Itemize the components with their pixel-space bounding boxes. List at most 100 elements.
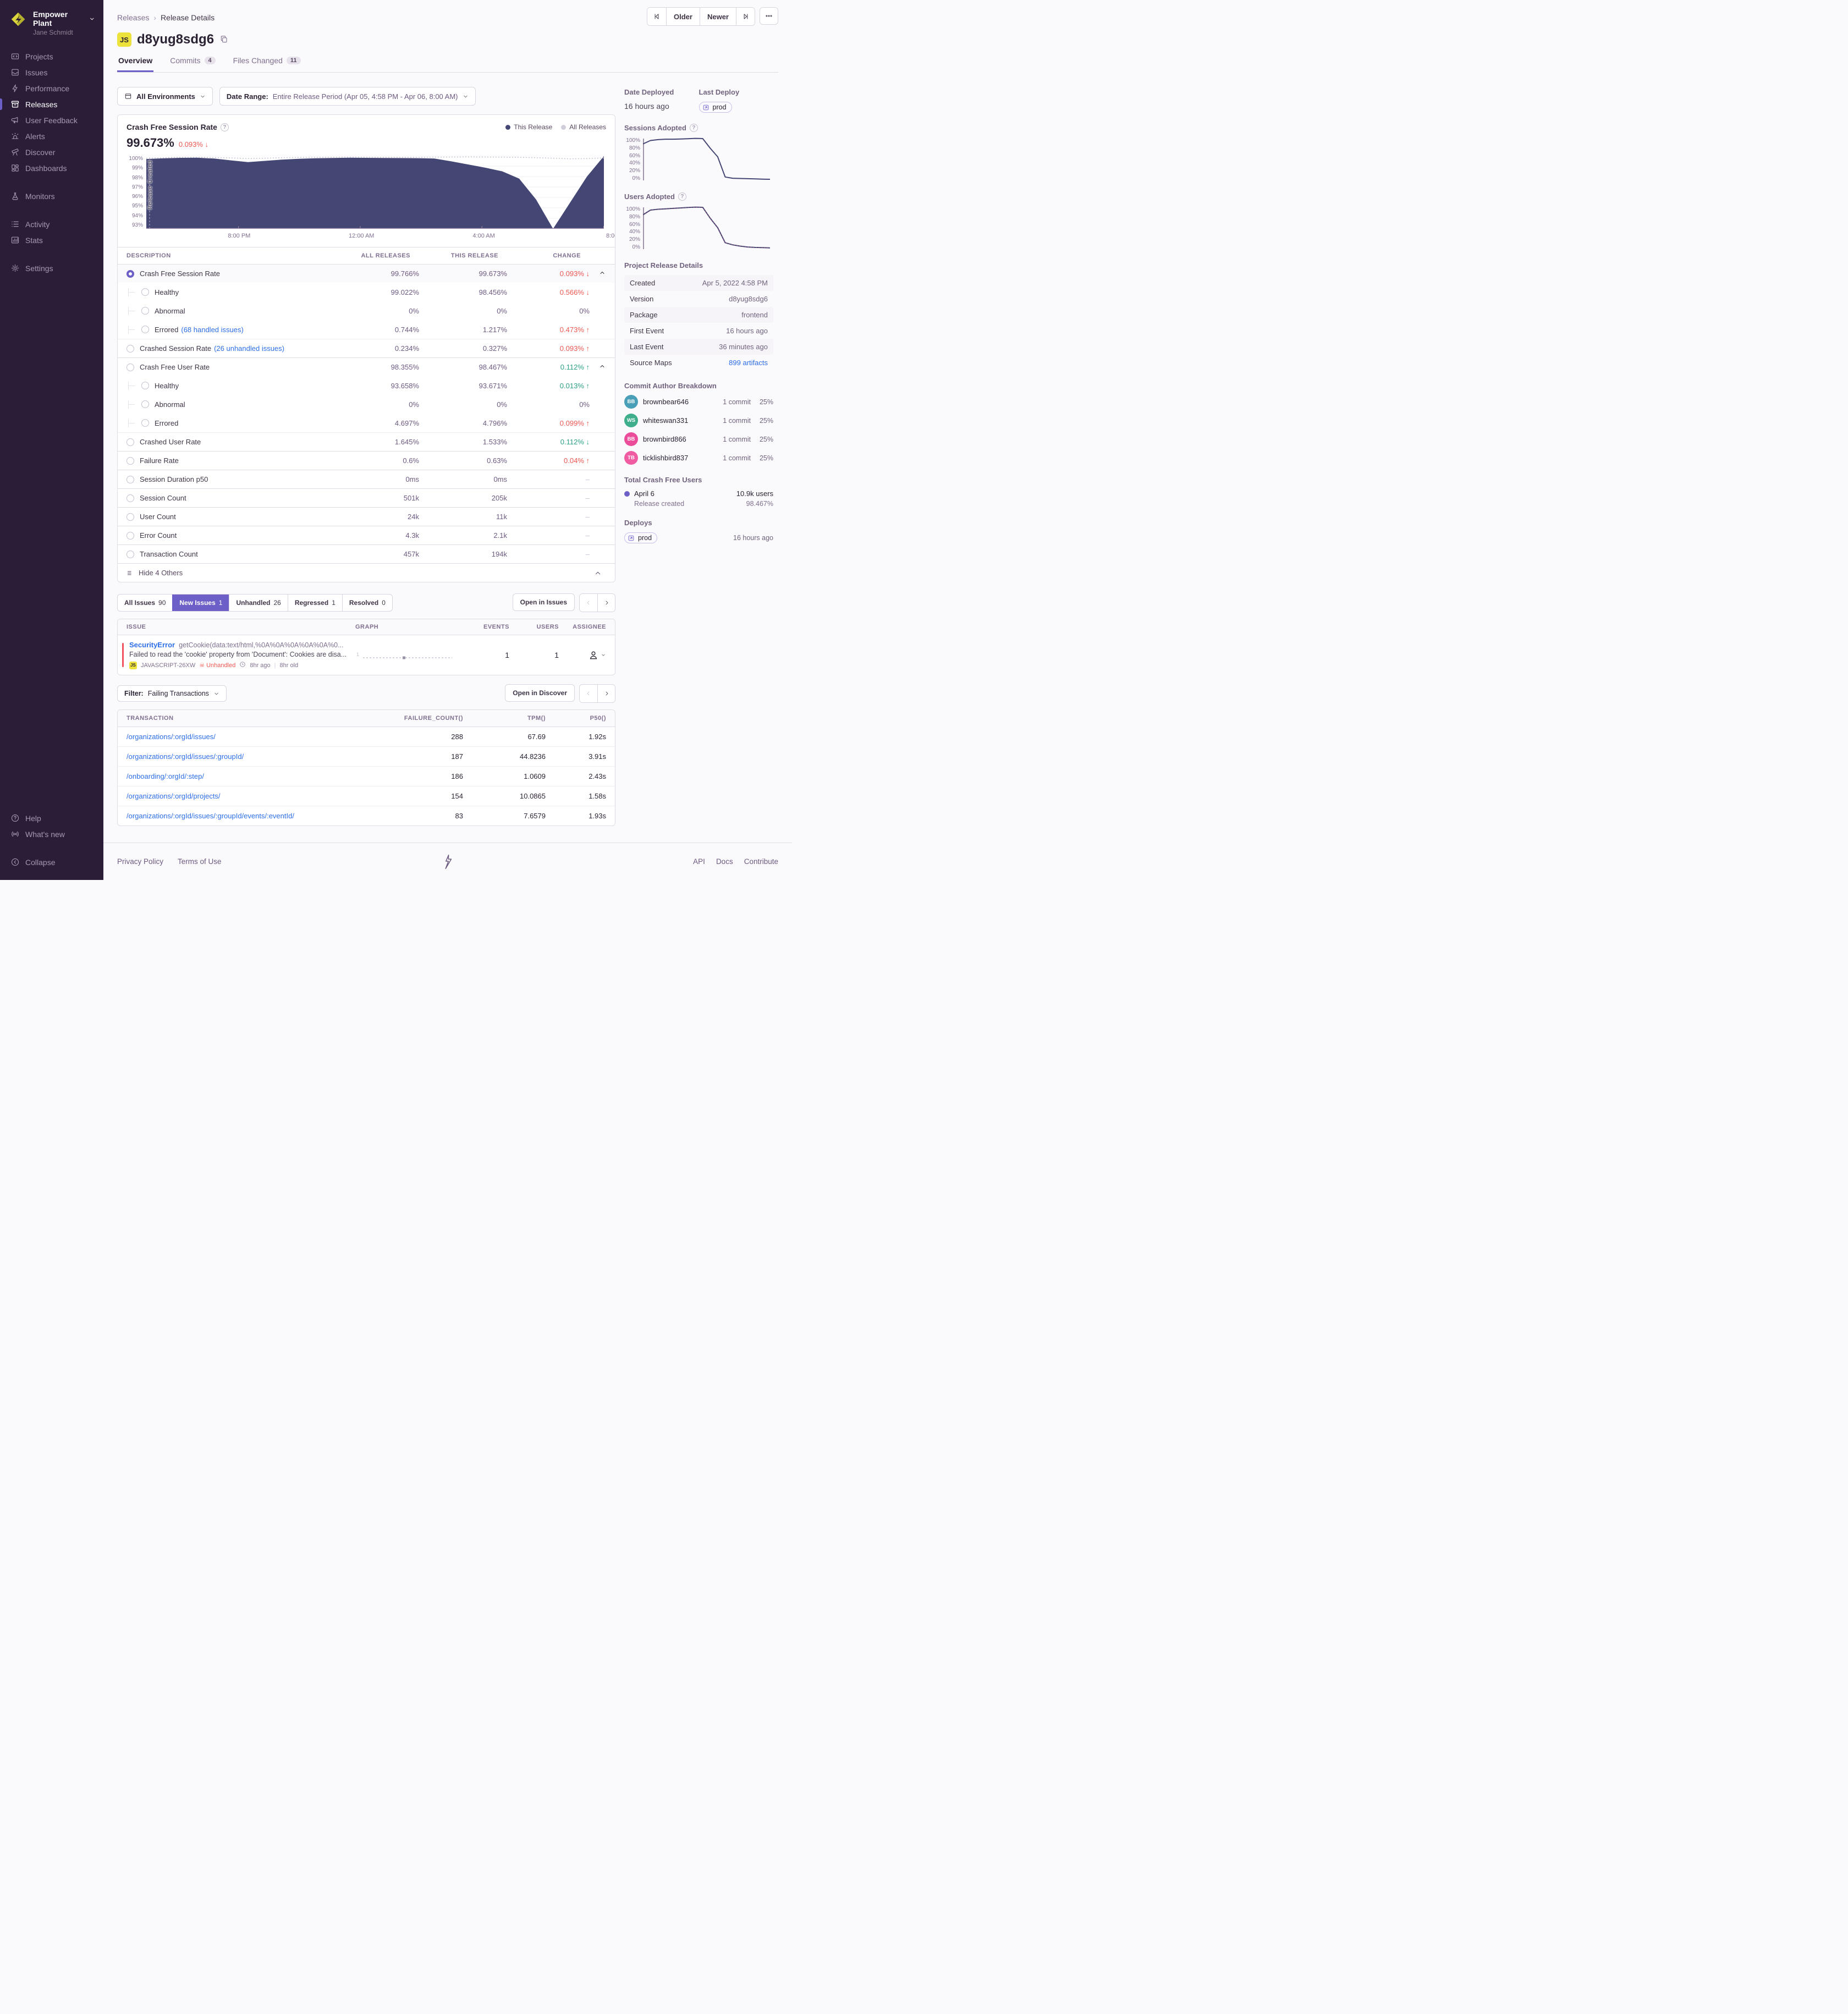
metric-row-failure-rate[interactable]: Failure Rate 0.6% 0.63% 0.04% ↑ bbox=[118, 451, 615, 470]
issues-tab-regressed[interactable]: Regressed 1 bbox=[287, 595, 342, 611]
metric-radio[interactable] bbox=[127, 344, 134, 353]
metric-row-abnormal[interactable]: Abnormal 0% 0% 0% bbox=[118, 395, 615, 414]
hide-others-toggle[interactable]: Hide 4 Others bbox=[118, 563, 615, 582]
chevron-up-icon[interactable] bbox=[599, 363, 606, 370]
tab-overview[interactable]: Overview bbox=[117, 56, 154, 72]
metric-radio[interactable] bbox=[127, 550, 134, 558]
breadcrumb-releases[interactable]: Releases bbox=[117, 13, 150, 22]
question-icon[interactable]: ? bbox=[678, 192, 686, 201]
metric-row-abnormal[interactable]: Abnormal 0% 0% 0% bbox=[118, 301, 615, 320]
sidebar-item-user-feedback[interactable]: User Feedback bbox=[0, 112, 103, 128]
newer-release-button[interactable]: Newer bbox=[699, 8, 736, 25]
copy-icon[interactable] bbox=[219, 35, 228, 45]
docs-link[interactable]: Docs bbox=[716, 857, 733, 866]
sidebar-item-what-s-new[interactable]: What's new bbox=[0, 826, 103, 842]
metric-radio[interactable] bbox=[127, 269, 134, 278]
transaction-link[interactable]: /onboarding/:orgId/:step/ bbox=[127, 772, 204, 780]
transaction-link[interactable]: /organizations/:orgId/projects/ bbox=[127, 792, 221, 800]
metric-row-user-count[interactable]: User Count 24k 11k – bbox=[118, 507, 615, 526]
older-release-button[interactable]: Older bbox=[666, 8, 700, 25]
environment-selector[interactable]: All Environments bbox=[117, 87, 213, 106]
sidebar-item-monitors[interactable]: Monitors bbox=[0, 188, 103, 204]
sidebar-item-discover[interactable]: Discover bbox=[0, 144, 103, 160]
tab-commits[interactable]: Commits 4 bbox=[169, 56, 216, 72]
oldest-release-button[interactable] bbox=[647, 8, 666, 25]
metric-row-crashed-user-rate[interactable]: Crashed User Rate 1.645% 1.533% 0.112% ↓ bbox=[118, 432, 615, 451]
transaction-link[interactable]: /organizations/:orgId/issues/:groupId/ bbox=[127, 752, 244, 761]
detail-row-source-maps: Source Maps 899 artifacts bbox=[630, 359, 768, 367]
sidebar-item-dashboards[interactable]: Dashboards bbox=[0, 160, 103, 176]
metric-row-errored[interactable]: Errored (68 handled issues) 0.744% 1.217% 0.… bbox=[118, 320, 615, 339]
metric-row-healthy[interactable]: Healthy 99.022% 98.456% 0.566% ↓ bbox=[118, 283, 615, 301]
metric-radio[interactable] bbox=[127, 438, 134, 446]
metric-row-crash-free-user-rate[interactable]: Crash Free User Rate 98.355% 98.467% 0.112%… bbox=[118, 357, 615, 376]
sidebar-item-activity[interactable]: Activity bbox=[0, 216, 103, 232]
issues-tab-resolved[interactable]: Resolved 0 bbox=[342, 595, 392, 611]
metric-radio[interactable] bbox=[141, 288, 149, 296]
open-in-issues-button[interactable]: Open in Issues bbox=[512, 593, 575, 611]
transaction-filter-selector[interactable]: Filter: Failing Transactions bbox=[117, 685, 227, 702]
issue-title-link[interactable]: SecurityError bbox=[129, 641, 175, 649]
transactions-prev-button[interactable] bbox=[580, 685, 597, 702]
metric-radio[interactable] bbox=[127, 363, 134, 371]
metric-row-errored[interactable]: Errored 4.697% 4.796% 0.099% ↑ bbox=[118, 414, 615, 432]
sparkline-label: 1 bbox=[356, 652, 359, 657]
sidebar-item-stats[interactable]: Stats bbox=[0, 232, 103, 248]
prod-deploy-pill[interactable]: prod bbox=[698, 102, 732, 113]
metric-row-error-count[interactable]: Error Count 4.3k 2.1k – bbox=[118, 526, 615, 544]
sidebar-item-issues[interactable]: Issues bbox=[0, 64, 103, 80]
tab-files-changed[interactable]: Files Changed 11 bbox=[232, 56, 302, 72]
metric-row-crashed-session-rate[interactable]: Crashed Session Rate (26 unhandled issues… bbox=[118, 339, 615, 357]
privacy-policy-link[interactable]: Privacy Policy bbox=[117, 857, 164, 866]
transaction-link[interactable]: /organizations/:orgId/issues/ bbox=[127, 733, 216, 741]
metric-row-transaction-count[interactable]: Transaction Count 457k 194k – bbox=[118, 544, 615, 563]
metric-radio[interactable] bbox=[127, 513, 134, 521]
assignee-selector[interactable] bbox=[559, 650, 606, 661]
transactions-next-button[interactable] bbox=[597, 685, 615, 702]
metric-radio[interactable] bbox=[141, 382, 149, 389]
issues-tab-new-issues[interactable]: New Issues 1 bbox=[172, 595, 229, 611]
sidebar-item-settings[interactable]: Settings bbox=[0, 260, 103, 276]
sidebar-item-projects[interactable]: Projects bbox=[0, 48, 103, 64]
sidebar-item-help[interactable]: Help bbox=[0, 810, 103, 826]
metric-row-healthy[interactable]: Healthy 93.658% 93.671% 0.013% ↑ bbox=[118, 376, 615, 395]
chevron-up-icon[interactable] bbox=[599, 269, 606, 276]
metric-radio[interactable] bbox=[141, 326, 149, 333]
issues-tab-unhandled[interactable]: Unhandled 26 bbox=[229, 595, 287, 611]
date-range-selector[interactable]: Date Range: Entire Release Period (Apr 0… bbox=[219, 87, 476, 106]
metric-radio[interactable] bbox=[141, 419, 149, 427]
open-in-discover-button[interactable]: Open in Discover bbox=[505, 684, 575, 702]
metric-radio[interactable] bbox=[127, 531, 134, 540]
newest-release-button[interactable] bbox=[736, 8, 755, 25]
metric-row-session-duration-p50[interactable]: Session Duration p50 0ms 0ms – bbox=[118, 470, 615, 488]
contribute-link[interactable]: Contribute bbox=[744, 857, 778, 866]
metric-radio[interactable] bbox=[127, 475, 134, 483]
metric-radio[interactable] bbox=[141, 307, 149, 315]
issues-next-button[interactable] bbox=[597, 594, 615, 612]
org-switcher[interactable]: Empower Plant Jane Schmidt bbox=[0, 8, 103, 42]
metric-radio[interactable] bbox=[127, 494, 134, 502]
issues-tab-all-issues[interactable]: All Issues 90 bbox=[124, 599, 166, 607]
issues-prev-button[interactable] bbox=[580, 594, 597, 612]
api-link[interactable]: API bbox=[693, 857, 705, 866]
question-icon[interactable]: ? bbox=[689, 124, 698, 132]
metric-radio[interactable] bbox=[127, 456, 134, 465]
sidebar-item-alerts[interactable]: Alerts bbox=[0, 128, 103, 144]
external-link-icon bbox=[703, 104, 708, 110]
source-maps-link[interactable]: 899 artifacts bbox=[729, 359, 768, 367]
prod-deploy-pill[interactable]: prod bbox=[624, 532, 658, 543]
legend-dot-all-releases bbox=[561, 124, 566, 130]
metric-radio[interactable] bbox=[141, 400, 149, 408]
issues-link[interactable]: (26 unhandled issues) bbox=[214, 344, 284, 353]
sidebar-item-collapse[interactable]: Collapse bbox=[0, 854, 103, 870]
terms-of-use-link[interactable]: Terms of Use bbox=[178, 857, 222, 866]
sidebar-item-releases[interactable]: Releases bbox=[0, 96, 103, 112]
issues-link[interactable]: (68 handled issues) bbox=[181, 325, 244, 334]
question-icon[interactable]: ? bbox=[220, 123, 229, 131]
metric-row-crash-free-session-rate[interactable]: Crash Free Session Rate 99.766% 99.673% 0.0… bbox=[118, 264, 615, 283]
session-rate-chart[interactable]: Release Created bbox=[146, 155, 606, 230]
metric-row-session-count[interactable]: Session Count 501k 205k – bbox=[118, 488, 615, 507]
more-actions-button[interactable] bbox=[760, 7, 778, 25]
sidebar-item-performance[interactable]: Performance bbox=[0, 80, 103, 96]
transaction-link[interactable]: /organizations/:orgId/issues/:groupId/ev… bbox=[127, 812, 294, 820]
